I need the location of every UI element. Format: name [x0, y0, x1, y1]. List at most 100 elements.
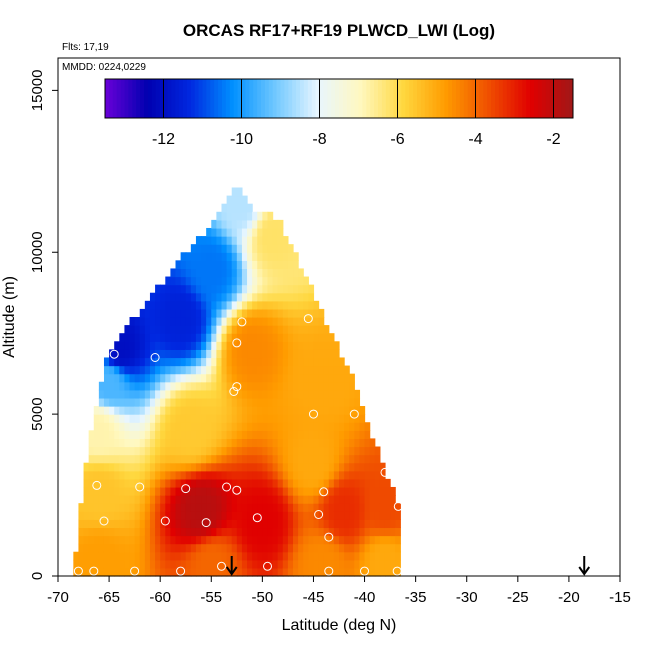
heatmap-cell	[236, 357, 243, 367]
observation-marker	[232, 485, 242, 495]
heatmap-cell	[395, 543, 401, 553]
heatmap-cell	[165, 381, 171, 391]
heatmap-cell	[226, 244, 233, 253]
heatmap-cell	[109, 389, 115, 399]
heatmap-cell	[257, 357, 263, 367]
heatmap-cell	[241, 219, 248, 229]
heatmap-cell	[298, 527, 304, 537]
heatmap-cell	[277, 438, 284, 448]
heatmap-cell	[139, 430, 146, 439]
heatmap-cell	[287, 292, 294, 302]
heatmap-cell	[262, 227, 269, 237]
heatmap-cell	[354, 486, 361, 496]
heatmap-cell	[252, 486, 258, 496]
heatmap-cell	[344, 511, 350, 520]
heatmap-cell	[293, 406, 299, 415]
heatmap-cell	[185, 381, 192, 391]
heatmap-cell	[241, 397, 248, 407]
heatmap-cell	[354, 446, 361, 456]
heatmap-cell	[318, 543, 325, 553]
heatmap-cell	[293, 422, 299, 431]
heatmap-cell	[349, 495, 355, 504]
heatmap-cell	[293, 454, 299, 464]
heatmap-cell	[201, 446, 207, 456]
heatmap-cell	[298, 519, 304, 529]
heatmap-cell	[298, 495, 304, 504]
heatmap-cell	[267, 260, 274, 270]
heatmap-cell	[359, 551, 366, 561]
heatmap-cell	[119, 462, 126, 472]
heatmap-cell	[282, 430, 289, 439]
heatmap-cell	[272, 260, 279, 270]
heatmap-cell	[170, 535, 177, 545]
observation-marker	[99, 516, 109, 526]
heatmap-cell	[231, 551, 238, 561]
heatmap-cell	[364, 430, 371, 439]
heatmap-cell	[93, 422, 100, 431]
heatmap-cell	[267, 462, 274, 472]
heatmap-cell	[139, 414, 146, 423]
heatmap-cell	[226, 478, 233, 488]
heatmap-cell	[318, 373, 325, 383]
heatmap-cell	[231, 478, 238, 488]
colorbar-swatch	[569, 79, 574, 118]
heatmap-cell	[298, 357, 304, 367]
heatmap-cell	[155, 527, 161, 537]
heatmap-cell	[349, 381, 355, 391]
heatmap-cell	[83, 567, 90, 577]
heatmap-cell	[287, 252, 294, 261]
heatmap-cell	[277, 357, 284, 367]
observation-marker	[252, 513, 262, 523]
colorbar-swatch	[405, 79, 410, 118]
heatmap-cell	[226, 203, 233, 213]
heatmap-cell	[119, 503, 126, 512]
heatmap-cell	[282, 397, 289, 407]
heatmap-cell	[247, 211, 253, 221]
heatmap-cell	[328, 527, 335, 537]
heatmap-cell	[282, 381, 289, 391]
heatmap-cell	[155, 422, 161, 431]
heatmap-cell	[165, 389, 171, 399]
heatmap-cell	[313, 373, 320, 383]
heatmap-cell	[170, 308, 177, 318]
heatmap-cell	[369, 535, 376, 545]
heatmap-cell	[303, 527, 309, 537]
colorbar-swatch	[424, 79, 430, 118]
heatmap-cell	[277, 219, 284, 229]
heatmap-cell	[114, 365, 120, 375]
heatmap-cell	[262, 543, 269, 553]
heatmap-cell	[201, 511, 207, 520]
heatmap-cell	[221, 341, 228, 350]
heatmap-cell	[160, 373, 166, 383]
heatmap-cell	[119, 349, 126, 359]
heatmap-cell	[185, 430, 192, 439]
heatmap-cell	[262, 559, 269, 569]
heatmap-cell	[160, 478, 166, 488]
heatmap-cell	[190, 543, 197, 553]
heatmap-cell	[226, 252, 233, 261]
heatmap-cell	[226, 430, 233, 439]
heatmap-cell	[287, 389, 294, 399]
heatmap-cell	[180, 438, 187, 448]
heatmap-cell	[226, 219, 233, 229]
heatmap-cell	[374, 543, 381, 553]
heatmap-cell	[257, 462, 263, 472]
colorbar-swatch	[159, 79, 164, 118]
heatmap-cell	[134, 495, 141, 504]
colorbar-tick-label: -8	[312, 131, 326, 148]
heatmap-cell	[129, 486, 136, 496]
heatmap-cell	[109, 503, 115, 512]
heatmap-cell	[175, 414, 182, 423]
heatmap-cell	[206, 470, 212, 480]
heatmap-cell	[272, 470, 279, 480]
heatmap-cell	[170, 551, 177, 561]
heatmap-cell	[134, 511, 141, 520]
heatmap-cell	[195, 373, 202, 383]
x-tick-label: -15	[609, 589, 631, 606]
heatmap-cell	[359, 438, 366, 448]
heatmap-cell	[247, 349, 253, 359]
heatmap-cell	[195, 462, 202, 472]
heatmap-cell	[190, 519, 197, 529]
heatmap-cell	[287, 551, 294, 561]
heatmap-cell	[241, 406, 248, 415]
